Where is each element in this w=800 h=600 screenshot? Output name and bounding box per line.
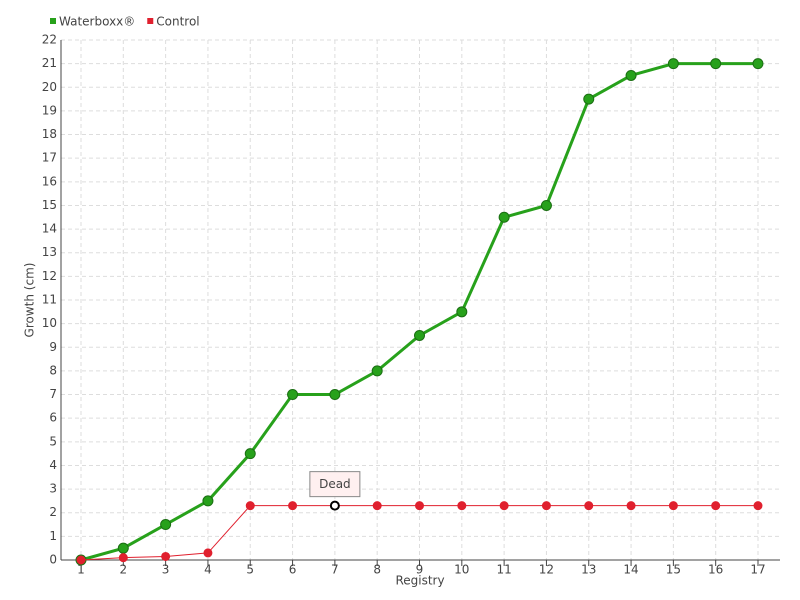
x-tick-label: 6: [289, 563, 297, 577]
x-tick-label: 11: [496, 563, 511, 577]
y-tick-label: 16: [42, 174, 57, 188]
x-tick-label: 16: [708, 563, 723, 577]
x-tick-label: 15: [666, 563, 681, 577]
data-point: [244, 448, 256, 460]
x-tick-label: 8: [373, 563, 381, 577]
y-tick-label: 6: [49, 411, 57, 425]
y-tick-label: 19: [42, 103, 57, 117]
x-tick-label: 10: [454, 563, 469, 577]
data-point: [626, 501, 636, 511]
data-point: [710, 58, 722, 70]
x-tick-label: 2: [119, 563, 127, 577]
data-point: [202, 495, 214, 507]
y-tick-label: 9: [49, 340, 57, 354]
data-point: [288, 501, 298, 511]
x-tick-label: 5: [246, 563, 254, 577]
y-tick-label: 3: [49, 482, 57, 496]
data-point: [287, 389, 299, 401]
data-point: [456, 306, 468, 318]
y-tick-label: 21: [42, 56, 57, 70]
legend-swatch: [50, 18, 56, 24]
y-tick-label: 20: [42, 80, 57, 94]
y-tick-label: 10: [42, 316, 57, 330]
data-point: [584, 501, 594, 511]
data-point: [667, 58, 679, 70]
y-tick-label: 2: [49, 505, 57, 519]
data-point: [161, 551, 171, 561]
data-point: [625, 69, 637, 81]
data-point: [711, 501, 721, 511]
y-tick-label: 18: [42, 127, 57, 141]
data-point: [541, 501, 551, 511]
y-tick-label: 22: [42, 33, 57, 47]
legend-swatch: [147, 18, 154, 24]
data-point: [499, 501, 509, 511]
y-tick-label: 0: [49, 553, 57, 567]
x-tick-label: 7: [331, 563, 339, 577]
data-point: [203, 548, 213, 558]
y-tick-label: 1: [49, 529, 57, 543]
data-point: [540, 199, 552, 211]
annotation: Dead: [309, 471, 361, 498]
data-point: [583, 93, 595, 105]
annotation-box: [309, 471, 361, 498]
data-point: [372, 501, 382, 511]
y-tick-label: 4: [49, 458, 57, 472]
x-tick-label: 14: [623, 563, 638, 577]
y-axis-label: Growth (cm): [23, 263, 37, 338]
data-point: [752, 58, 764, 70]
data-point: [668, 501, 678, 511]
annotation-text: Dead: [319, 477, 351, 491]
data-point: [498, 211, 510, 223]
data-point: [329, 389, 341, 401]
x-tick-label: 9: [416, 563, 424, 577]
x-tick-label: 1: [77, 563, 85, 577]
y-tick-label: 13: [42, 245, 57, 259]
x-tick-label: 3: [162, 563, 170, 577]
y-tick-label: 14: [42, 222, 57, 236]
x-axis-label: Registry: [395, 574, 444, 588]
legend-label: Waterboxx®: [59, 15, 135, 29]
y-tick-label: 7: [49, 387, 57, 401]
data-point: [415, 501, 424, 511]
x-tick-label: 13: [581, 563, 596, 577]
data-point: [245, 501, 255, 511]
y-tick-label: 8: [49, 363, 57, 377]
y-tick-label: 12: [42, 269, 57, 283]
y-tick-label: 11: [42, 293, 57, 307]
data-point: [753, 501, 763, 511]
data-point: [160, 519, 172, 531]
data-point: [457, 501, 467, 511]
y-tick-label: 17: [42, 151, 57, 165]
legend-label: Control: [156, 15, 199, 29]
data-point: [371, 365, 383, 377]
x-tick-label: 17: [750, 563, 765, 577]
y-tick-label: 15: [42, 198, 57, 212]
x-tick-label: 12: [539, 563, 554, 577]
data-point: [329, 500, 340, 511]
data-point: [118, 553, 128, 563]
data-point: [414, 329, 425, 341]
x-tick-label: 4: [204, 563, 212, 577]
data-point: [117, 542, 129, 554]
data-point: [76, 555, 86, 565]
y-tick-label: 5: [49, 434, 57, 448]
